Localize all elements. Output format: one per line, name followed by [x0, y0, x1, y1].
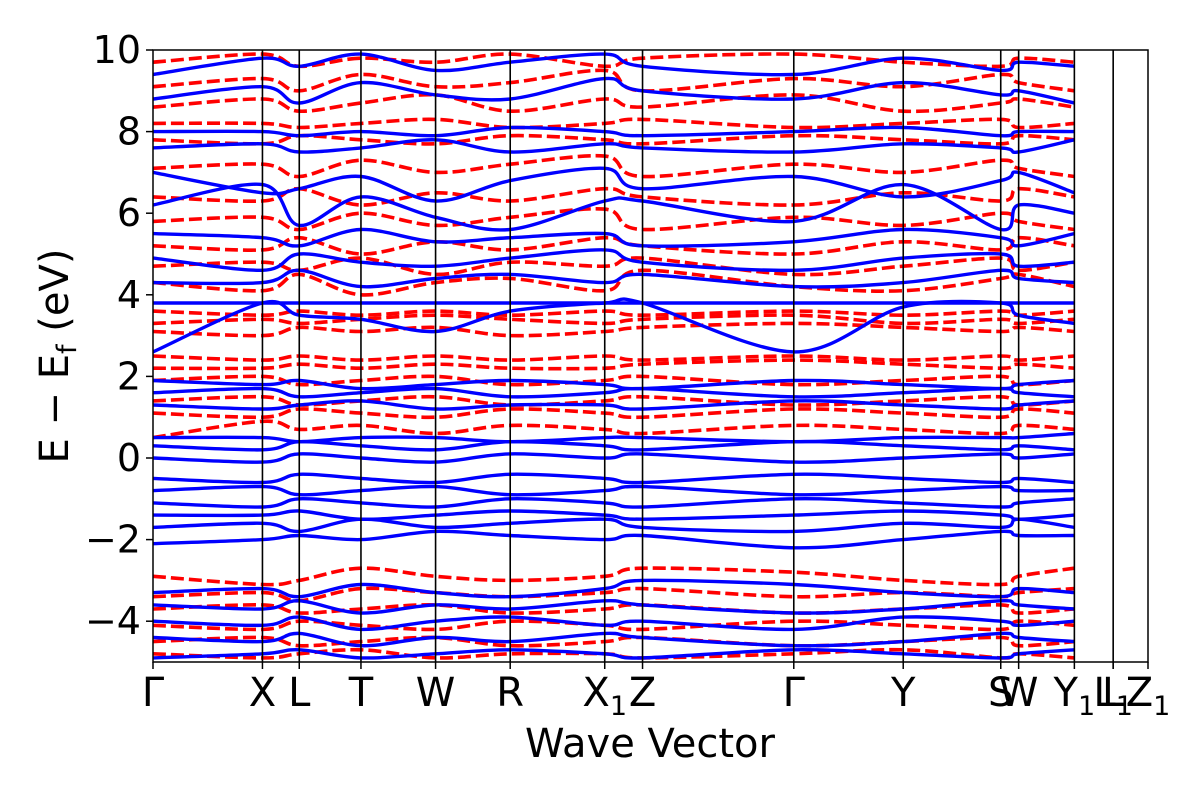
kpoint-label: Y1 — [1053, 670, 1096, 722]
y-axis-title-unit: (eV) — [32, 249, 78, 345]
kpoint-label: W — [416, 670, 456, 716]
y-tick-label: 10 — [93, 28, 141, 72]
kpoint-label: R — [496, 670, 524, 716]
kpoint-lines — [261, 50, 1114, 662]
y-tick-label: 2 — [117, 354, 141, 398]
y-tick-label: 6 — [117, 191, 141, 235]
kpoint-label: X — [249, 670, 276, 716]
y-axis-title-sub: f — [52, 343, 83, 354]
kpoint-label: X1 — [582, 670, 627, 722]
kpoint-label: T — [348, 670, 374, 716]
kpoint-label: S — [988, 670, 1013, 716]
y-axis-title-main: E − E — [32, 354, 78, 464]
kpoint-label: L — [1102, 670, 1125, 716]
kpoint-label: W — [999, 670, 1039, 716]
kpoint-label: Z1 — [1126, 670, 1171, 722]
kpoint-label: Γ — [783, 670, 806, 716]
y-tick-label: 4 — [117, 273, 141, 317]
y-axis-title: E − Ef (eV) — [32, 249, 83, 464]
kpoint-label: L — [288, 670, 311, 716]
y-tick-label: −4 — [85, 599, 141, 643]
kpoint-label: Γ — [142, 670, 165, 716]
y-axis-ticks: −4 −2 0 2 4 6 8 10 — [85, 28, 153, 643]
plot-frame — [152, 49, 1149, 663]
kpoint-label: Z — [629, 670, 656, 716]
y-tick-label: 0 — [117, 436, 141, 480]
x-axis-title: Wave Vector — [525, 721, 776, 767]
y-tick-label: 8 — [117, 110, 141, 154]
kpoint-label: Y — [890, 670, 916, 716]
y-tick-label: −2 — [85, 518, 141, 562]
kpoint-label: L1 — [1093, 670, 1132, 722]
